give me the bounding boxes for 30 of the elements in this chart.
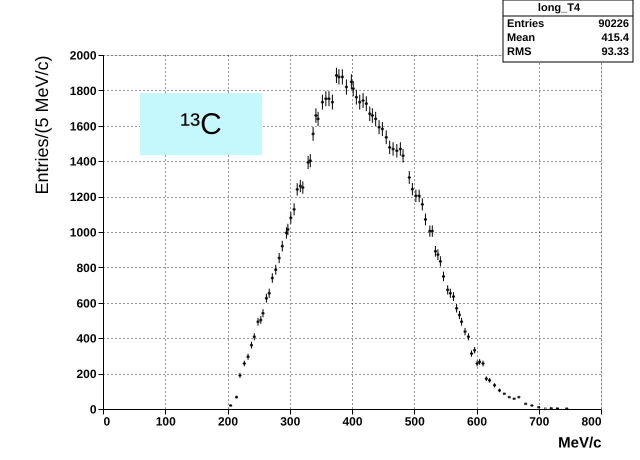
- y-tick-label: 1200: [70, 190, 97, 204]
- annotation: RMS: [507, 46, 532, 58]
- y-tick-label: 2000: [70, 48, 97, 62]
- x-tick-label: 200: [218, 414, 238, 428]
- text: long_T4: [538, 2, 581, 14]
- text: 415.4: [601, 32, 630, 44]
- x-tick-label: 800: [581, 414, 602, 428]
- y-tick-label: 600: [76, 296, 97, 310]
- x-tick-label: 500: [404, 414, 426, 428]
- y-tick-label: 1800: [70, 84, 97, 98]
- y-tick-label: 1400: [70, 154, 97, 169]
- y-tick-label: 1600: [70, 119, 97, 134]
- x-tick-label: 400: [342, 414, 363, 428]
- x-tick-label: 300: [280, 414, 301, 428]
- x-tick-label: 0: [104, 414, 110, 428]
- y-tick-label: 800: [76, 260, 97, 275]
- y-tick-label: 1000: [70, 226, 97, 240]
- x-tick-label: 700: [529, 414, 550, 428]
- x-tick-label: 100: [156, 414, 176, 428]
- text: 90226: [598, 18, 629, 30]
- y-tick-label: 200: [76, 367, 97, 382]
- text: Mean: [507, 32, 536, 44]
- x-axis-title: MeV/c: [558, 434, 602, 452]
- annotation: 93.33: [601, 46, 629, 58]
- y-tick-label: 400: [76, 332, 97, 346]
- x-tick-label: 600: [466, 414, 488, 428]
- text: Entries: [507, 18, 544, 30]
- y-tick-label: 0: [90, 402, 97, 416]
- y-axis-title: Entries/(5 MeV/c): [32, 56, 52, 195]
- annotation: ¹³C: [180, 108, 222, 141]
